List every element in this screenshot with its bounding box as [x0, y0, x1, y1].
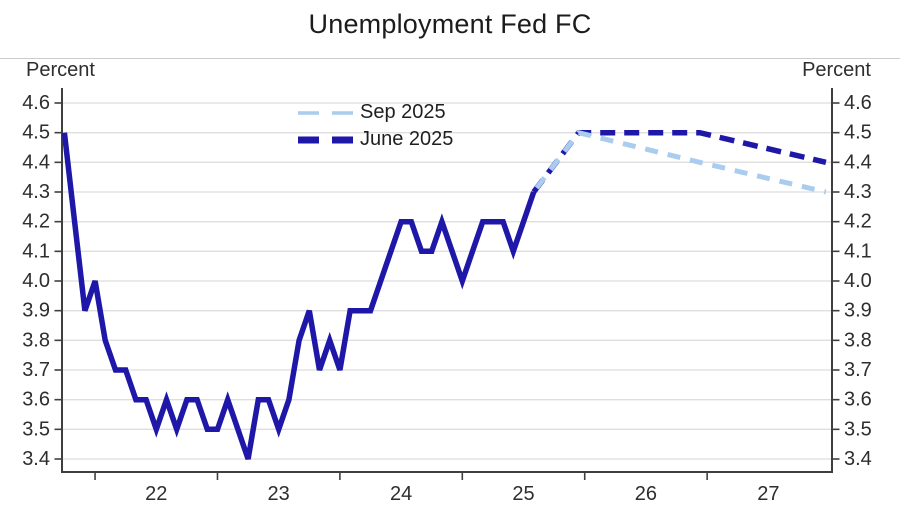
svg-text:4.4: 4.4 — [22, 151, 50, 173]
svg-text:27: 27 — [757, 483, 779, 505]
svg-text:4.6: 4.6 — [22, 92, 50, 114]
legend-item-sep-2025: Sep 2025 — [297, 99, 453, 126]
svg-text:3.9: 3.9 — [22, 300, 50, 322]
svg-text:3.9: 3.9 — [844, 300, 872, 322]
svg-text:24: 24 — [390, 483, 412, 505]
svg-text:3.5: 3.5 — [22, 418, 50, 440]
svg-text:4.5: 4.5 — [22, 122, 50, 144]
svg-text:3.5: 3.5 — [844, 418, 872, 440]
svg-text:4.4: 4.4 — [844, 151, 872, 173]
series-2 — [531, 129, 827, 195]
legend: Sep 2025 June 2025 — [297, 99, 453, 153]
svg-text:4.2: 4.2 — [844, 211, 872, 233]
legend-label-sep-2025: Sep 2025 — [360, 101, 446, 123]
svg-text:4.3: 4.3 — [844, 181, 872, 203]
svg-text:4.2: 4.2 — [22, 211, 50, 233]
svg-text:4.5: 4.5 — [844, 122, 872, 144]
svg-text:3.6: 3.6 — [22, 389, 50, 411]
svg-text:23: 23 — [268, 483, 290, 505]
june-2025-dash-icon — [298, 136, 355, 143]
svg-text:22: 22 — [145, 483, 167, 505]
legend-label-june-2025: June 2025 — [360, 128, 454, 150]
gridlines — [62, 102, 832, 460]
x-axis-ticks: 22 23 24 25 26 27 — [94, 472, 779, 505]
sep-2025-dash-icon — [298, 110, 355, 115]
legend-item-june-2025: June 2025 — [297, 126, 453, 153]
axis-spines — [61, 88, 833, 473]
svg-text:4.6: 4.6 — [844, 92, 872, 114]
svg-text:4.1: 4.1 — [22, 240, 50, 262]
svg-text:3.7: 3.7 — [22, 359, 50, 381]
chart-title: Unemployment Fed FC — [308, 9, 592, 39]
title-separator — [0, 58, 900, 59]
svg-text:3.4: 3.4 — [844, 448, 872, 470]
svg-text:3.4: 3.4 — [22, 448, 50, 470]
svg-text:3.6: 3.6 — [844, 389, 872, 411]
svg-text:26: 26 — [635, 483, 657, 505]
svg-text:4.0: 4.0 — [844, 270, 872, 292]
svg-text:3.7: 3.7 — [844, 359, 872, 381]
y-axis-ticks: 4.6 4.6 4.5 4.5 4.4 4.4 4.3 4.3 4.2 4.2 4.1 4.1 4.0 4… — [22, 92, 872, 470]
svg-text:4.0: 4.0 — [22, 270, 50, 292]
svg-text:4.3: 4.3 — [22, 181, 50, 203]
y-axis-label-right: Percent — [802, 59, 871, 81]
y-axis-label-left: Percent — [26, 59, 95, 81]
svg-text:3.8: 3.8 — [844, 329, 872, 351]
svg-text:3.8: 3.8 — [22, 329, 50, 351]
series-0 — [61, 132, 537, 460]
svg-text:4.1: 4.1 — [844, 240, 872, 262]
svg-text:25: 25 — [512, 483, 534, 505]
